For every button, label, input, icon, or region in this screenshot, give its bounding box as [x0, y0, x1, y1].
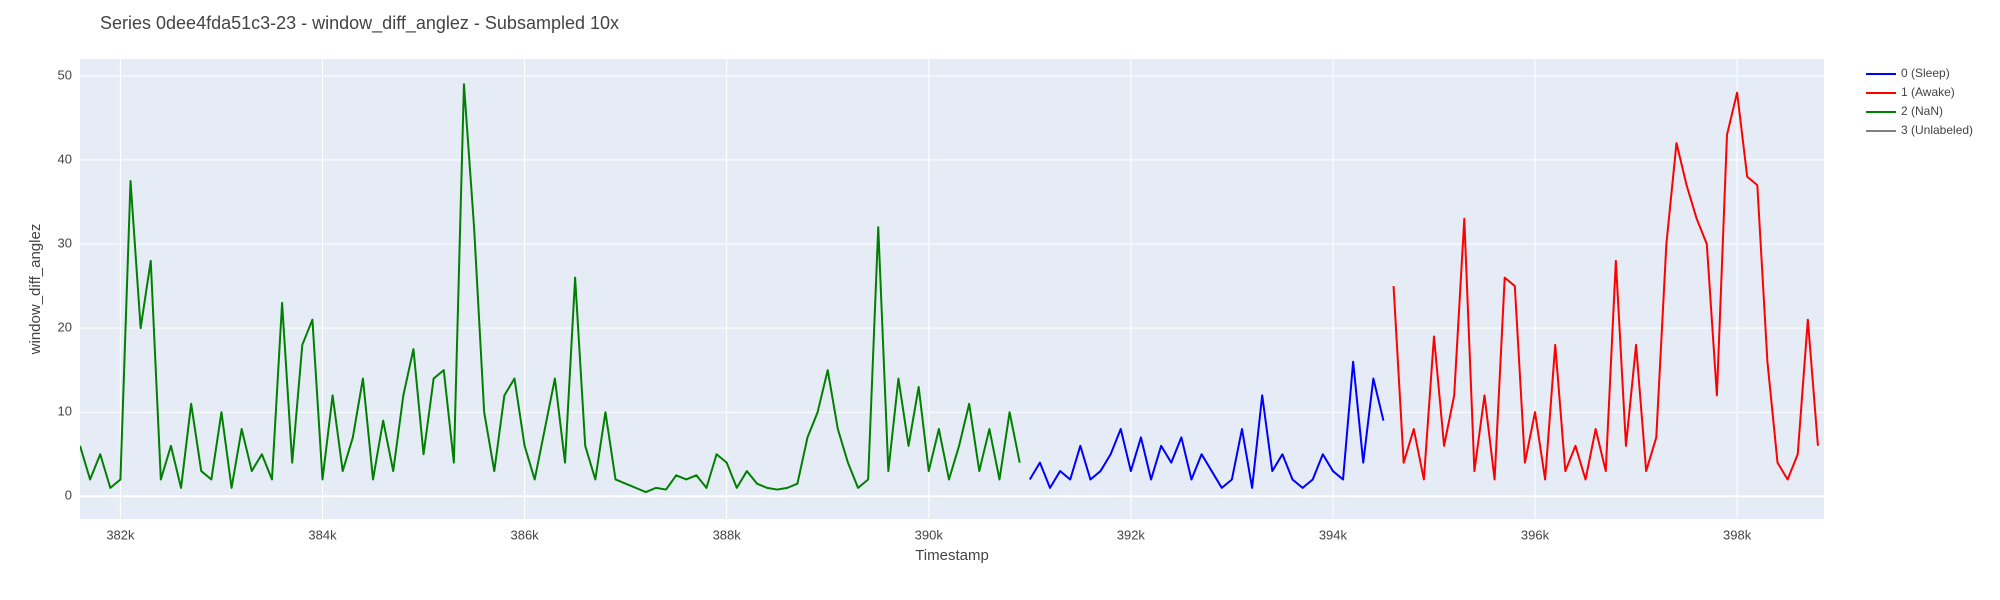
- x-tick-label: 382k: [106, 527, 135, 542]
- y-tick-label: 10: [58, 404, 72, 419]
- line-series: [80, 83, 1021, 494]
- plot-background: [80, 59, 1824, 519]
- x-tick-label: 392k: [1117, 527, 1146, 542]
- x-tick-label: 386k: [510, 527, 539, 542]
- x-tick-label: 398k: [1723, 527, 1752, 542]
- legend-item[interactable]: 0 (Sleep): [1866, 66, 1950, 80]
- x-tick-label: 384k: [308, 527, 337, 542]
- legend-label: 2 (NaN): [1901, 104, 1943, 118]
- legend-item[interactable]: 3 (Unlabeled): [1866, 123, 1973, 137]
- legend-label: 3 (Unlabeled): [1901, 123, 1973, 137]
- line-series: [1392, 91, 1819, 481]
- y-tick-label: 40: [58, 151, 72, 166]
- x-tick-label: 396k: [1521, 527, 1550, 542]
- chart-title: Series 0dee4fda51c3-23 - window_diff_ang…: [100, 13, 619, 34]
- x-axis-title: Timestamp: [915, 547, 989, 564]
- y-tick-label: 20: [58, 320, 72, 335]
- x-tick-label: 394k: [1319, 527, 1348, 542]
- legend-item[interactable]: 1 (Awake): [1866, 85, 1955, 99]
- x-tick-label: 390k: [915, 527, 944, 542]
- line-series: [1028, 360, 1385, 489]
- y-tick-label: 0: [65, 488, 72, 503]
- legend-item[interactable]: 2 (NaN): [1866, 104, 1943, 118]
- legend-label: 0 (Sleep): [1901, 66, 1950, 80]
- x-tick-label: 388k: [713, 527, 742, 542]
- y-axis-title: window_diff_anglez: [27, 224, 44, 356]
- y-tick-label: 50: [58, 67, 72, 82]
- y-tick-label: 30: [58, 235, 72, 250]
- legend-label: 1 (Awake): [1901, 85, 1955, 99]
